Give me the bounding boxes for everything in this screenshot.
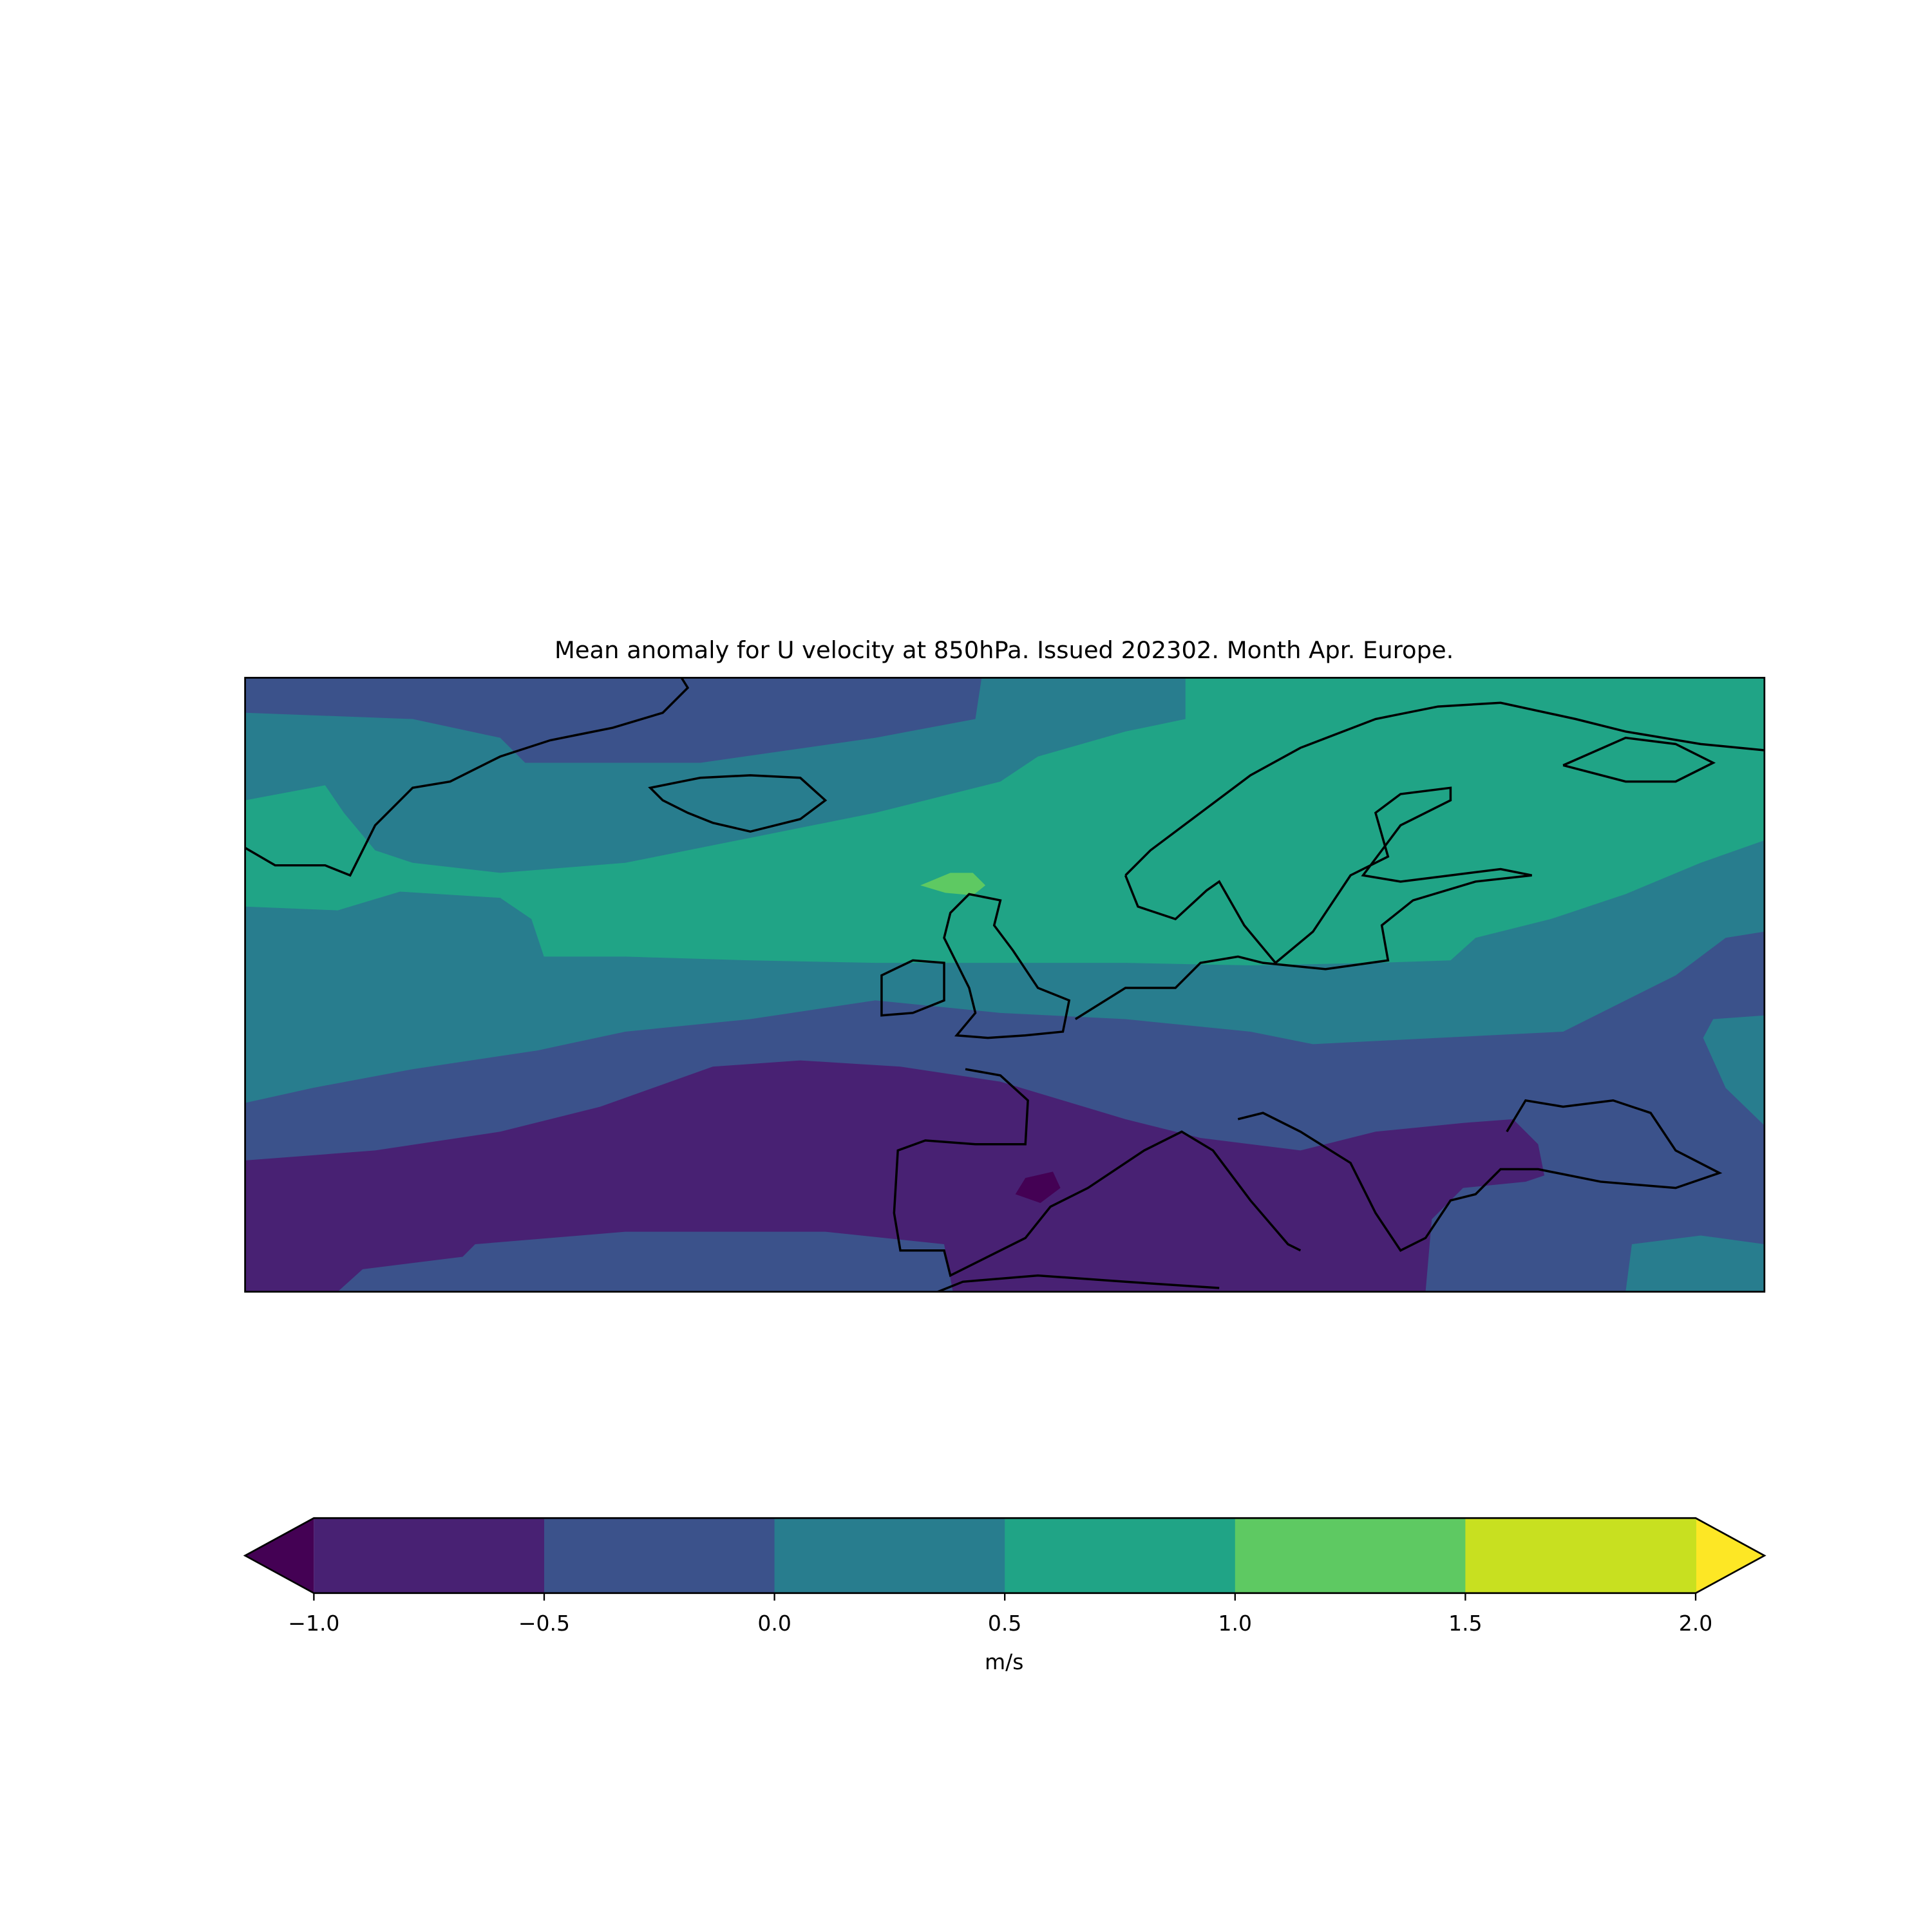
- contour-region: [1015, 1171, 1061, 1203]
- colorbar-over: [1696, 1518, 1765, 1593]
- contour-region: [1625, 1235, 1765, 1292]
- colorbar-tick-label: 1.5: [1448, 1611, 1482, 1636]
- contour-region: [245, 677, 1765, 966]
- colorbar-tick-label: 2.0: [1679, 1611, 1712, 1636]
- contour-region: [920, 873, 986, 896]
- map: [245, 677, 1765, 1292]
- colorbar-label: m/s: [985, 1649, 1023, 1674]
- colorbar-tick-label: 0.0: [757, 1611, 791, 1636]
- colorbar-tick-label: −1.0: [288, 1611, 339, 1636]
- colorbar-segment: [1005, 1518, 1236, 1593]
- colorbar-segment: [1465, 1518, 1696, 1593]
- colorbar-segment: [314, 1518, 545, 1593]
- colorbar-under: [245, 1518, 314, 1593]
- coastlines: [245, 677, 1765, 1292]
- colorbar-tick-label: −0.5: [518, 1611, 570, 1636]
- colorbar-segment: [544, 1518, 775, 1593]
- colorbar-tick-label: 0.5: [988, 1611, 1021, 1636]
- colorbar-segment: [774, 1518, 1006, 1593]
- contour-region: [245, 1060, 1545, 1292]
- chart-title: Mean anomaly for U velocity at 850hPa. I…: [554, 636, 1454, 664]
- contour-region: [1703, 1015, 1765, 1126]
- map-frame: [244, 677, 1766, 1293]
- colorbar: −1.0 −0.5 0.0 0.5 1.0 1.5 2.0: [243, 1517, 1766, 1636]
- colorbar-segment: [1235, 1518, 1466, 1593]
- colorbar-tick-label: 1.0: [1218, 1611, 1252, 1636]
